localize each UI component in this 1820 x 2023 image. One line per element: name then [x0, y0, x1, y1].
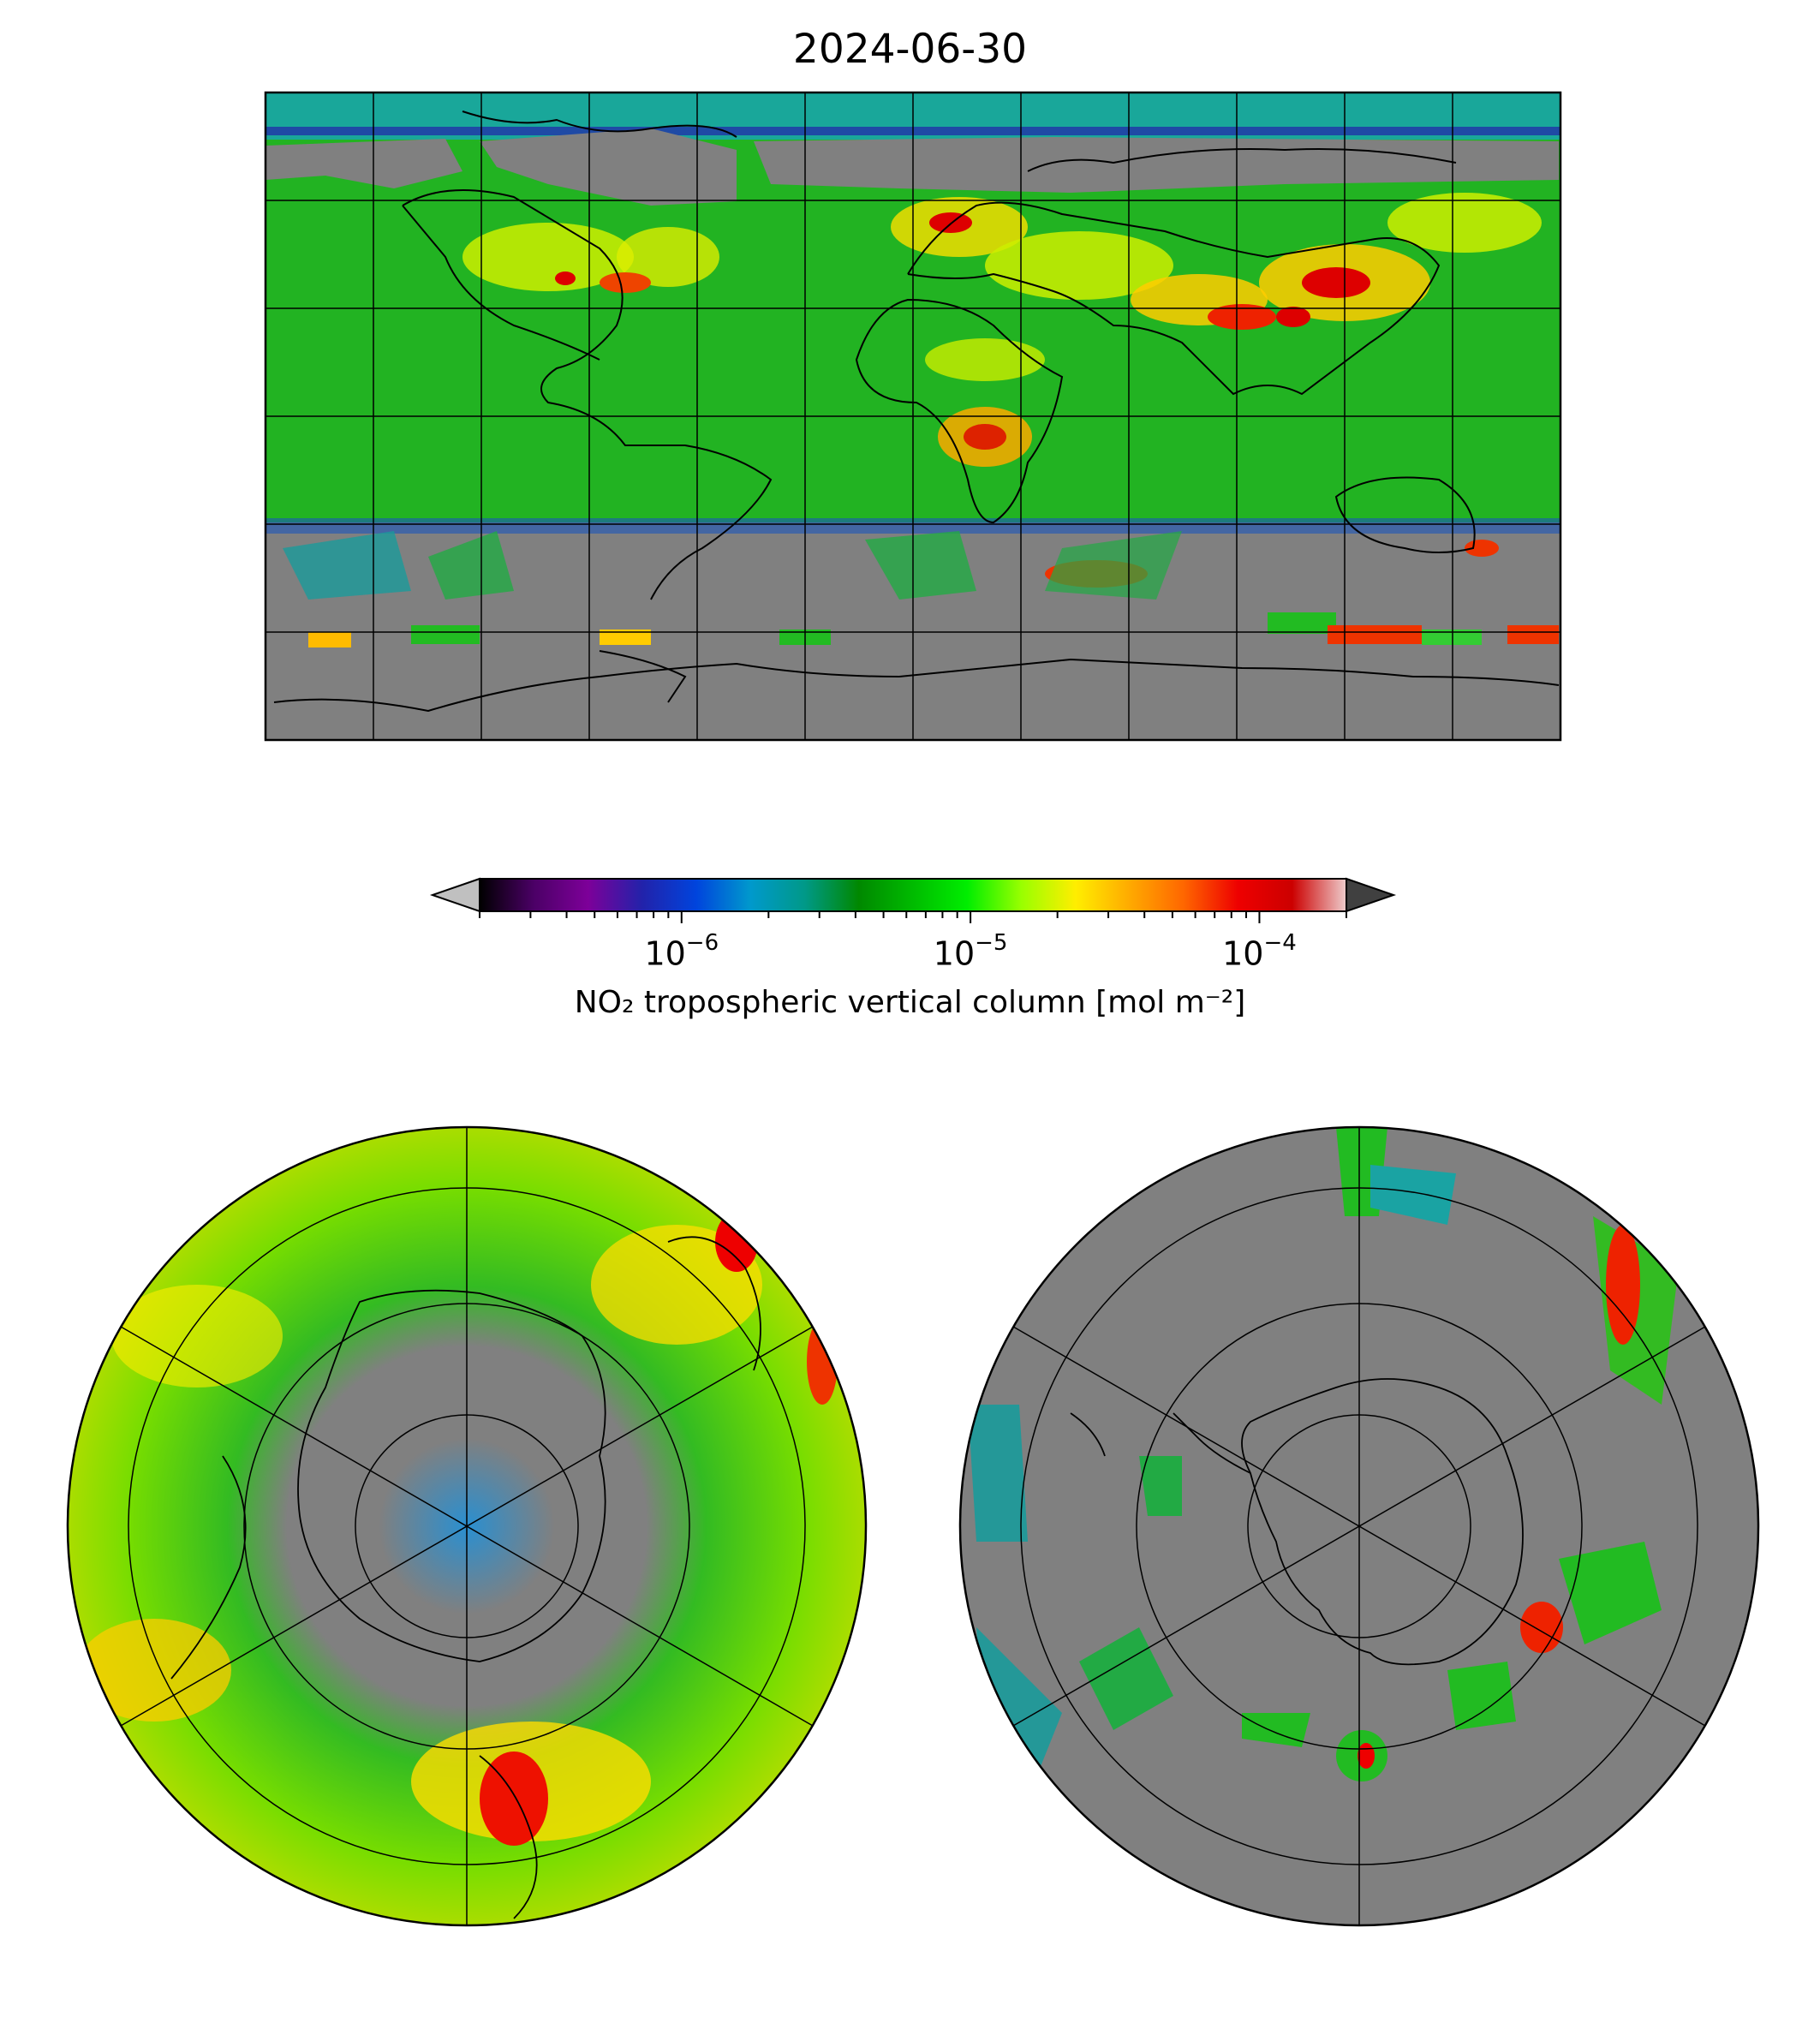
colorbar	[429, 877, 1397, 923]
global-gridlines	[266, 92, 1560, 740]
swath-patch	[1559, 1542, 1662, 1644]
pollution-hotspot	[964, 424, 1006, 450]
swath-patch	[283, 531, 411, 600]
swath-patch	[1079, 1627, 1173, 1730]
swath-patch	[1139, 1456, 1182, 1516]
swath-patch	[1045, 531, 1182, 600]
pollution-hotspot	[480, 1751, 548, 1846]
colorbar-body	[480, 879, 1346, 911]
colorbar-over-extend	[1346, 877, 1397, 913]
swath-patch	[1447, 1662, 1516, 1730]
colorbar-frame	[479, 878, 1347, 912]
pollution-hotspot	[600, 272, 651, 293]
pollution-hotspot	[715, 1212, 758, 1272]
arctic-gray-region	[480, 128, 737, 206]
figure-title: 2024-06-30	[792, 26, 1028, 73]
north-polar-coastlines	[170, 1236, 761, 1919]
swath-patch	[600, 630, 651, 645]
pollution-hotspot	[1358, 1743, 1375, 1769]
pollution-patch	[925, 338, 1045, 381]
north-polar-frame	[66, 1125, 868, 1927]
swath-patch	[1422, 630, 1482, 645]
global-map	[266, 92, 1560, 740]
pollution-hotspot	[555, 272, 576, 285]
global-map-frame	[264, 91, 1562, 742]
pollution-hotspot	[1302, 267, 1370, 298]
south-polar-gridlines	[1012, 1127, 1706, 1925]
colorbar-tick-label: 10−4	[1222, 930, 1297, 973]
swath-patch	[411, 625, 480, 644]
colorbar-tick-marks	[479, 911, 1347, 923]
colorbar-under-extend	[429, 877, 480, 913]
swath-patch	[1268, 612, 1336, 634]
swath-patch	[1370, 1165, 1456, 1225]
pollution-hotspot	[1208, 304, 1276, 330]
south-polar-map	[960, 1127, 1758, 1925]
swath-patch	[1328, 625, 1422, 644]
colorbar-label: NO₂ tropospheric vertical column [mol m⁻…	[574, 985, 1246, 1020]
north-polar-gridlines	[120, 1127, 814, 1925]
swath-patch	[428, 531, 514, 600]
swath-patch	[1507, 625, 1559, 644]
pollution-patch	[1387, 193, 1542, 253]
pollution-patch	[462, 223, 634, 291]
pollution-hotspot	[1276, 307, 1310, 327]
colorbar-tick-label: 10−5	[933, 930, 1008, 973]
pollution-patch	[77, 1619, 231, 1722]
colorbar-tick-label: 10−6	[644, 930, 719, 973]
south-polar-coastlines	[1070, 1378, 1524, 1666]
pollution-hotspot	[1606, 1225, 1640, 1345]
pollution-hotspot	[1520, 1602, 1563, 1653]
pollution-patch	[617, 227, 719, 287]
pollution-patch	[111, 1285, 283, 1387]
south-polar-frame	[958, 1125, 1760, 1927]
swath-patch	[968, 1405, 1028, 1542]
pollution-patch	[985, 231, 1173, 300]
pollution-hotspot	[807, 1319, 838, 1405]
global-coastlines	[273, 110, 1560, 713]
swath-patch	[865, 531, 976, 600]
arctic-gray-region-2	[266, 139, 462, 188]
swath-patch	[308, 632, 351, 647]
north-polar-map	[68, 1127, 866, 1925]
